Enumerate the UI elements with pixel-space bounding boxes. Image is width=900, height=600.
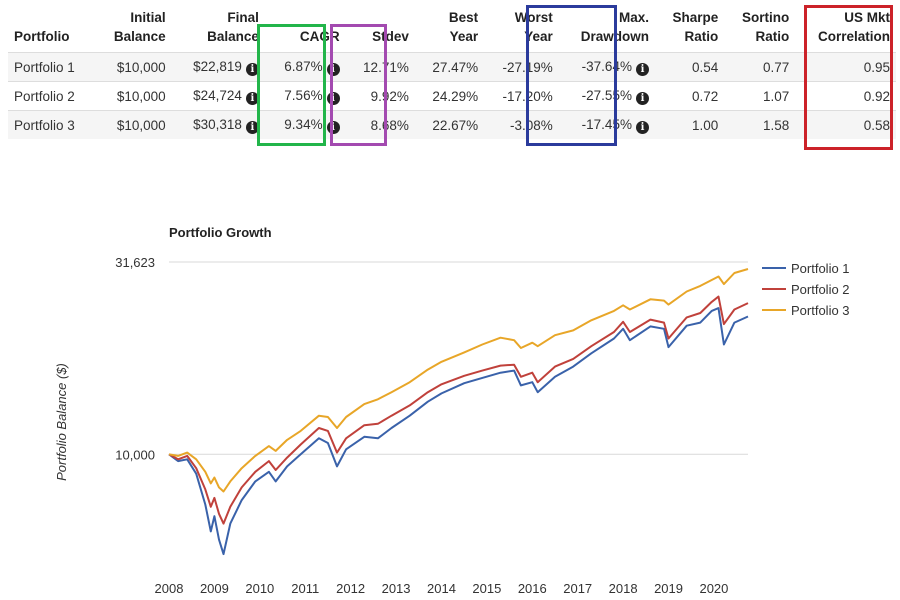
cell-final-balance: $30,318 i <box>171 110 265 139</box>
y-axis-label: Portfolio Balance ($) <box>54 363 69 481</box>
table-row: Portfolio 3 $10,000 $30,318 i 9.34% i 8.68… <box>8 110 896 139</box>
cell-portfolio: Portfolio 2 <box>8 81 96 111</box>
x-tick-label: 2012 <box>336 581 365 596</box>
header-cagr[interactable]: CAGR <box>299 29 340 44</box>
x-tick-label: 2009 <box>200 581 229 596</box>
series-line-portfolio-2 <box>168 295 749 525</box>
header-worst-year[interactable]: Worst Year <box>514 10 553 44</box>
info-icon[interactable]: i <box>245 91 259 105</box>
header-portfolio[interactable]: Portfolio <box>14 29 70 44</box>
cell-cagr: 7.56% i <box>264 81 346 111</box>
info-icon[interactable]: i <box>635 91 649 105</box>
cell-sharpe-ratio: 1.00 <box>654 110 725 139</box>
x-tick-label: 2020 <box>699 581 728 596</box>
cell-max-drawdown: -17.45% i <box>558 110 655 139</box>
cell-us-mkt-correlation: 0.92 <box>795 81 896 111</box>
info-icon[interactable]: i <box>326 91 340 105</box>
cell-cagr: 9.34% i <box>264 110 346 139</box>
cell-sortino-ratio: 1.58 <box>724 110 796 139</box>
cell-sortino-ratio: 0.77 <box>724 52 796 82</box>
x-tick-label: 2015 <box>472 581 501 596</box>
info-icon[interactable]: i <box>245 62 259 76</box>
cell-cagr: 6.87% i <box>264 52 346 82</box>
cell-initial-balance: $10,000 <box>95 52 172 82</box>
x-tick-label: 2008 <box>155 581 184 596</box>
portfolio-stats-table: Portfolio Initial Balance Final Balance CA… <box>8 4 896 139</box>
header-sharpe-ratio[interactable]: Sharpe Ratio <box>672 10 719 44</box>
y-tick-label: 31,623 <box>115 255 155 270</box>
x-tick-label: 2011 <box>291 581 319 596</box>
cell-best-year: 27.47% <box>414 52 485 82</box>
x-tick-label: 2013 <box>382 581 411 596</box>
cell-max-drawdown: -27.55% i <box>558 81 655 111</box>
cell-sortino-ratio: 1.07 <box>724 81 796 111</box>
cell-best-year: 22.67% <box>414 110 485 139</box>
series-lines <box>168 268 749 556</box>
cell-portfolio: Portfolio 1 <box>8 52 96 82</box>
cell-stdev: 9.92% <box>345 81 415 111</box>
x-tick-label: 2017 <box>563 581 592 596</box>
chart-legend: Portfolio 1 Portfolio 2 Portfolio 3 <box>762 261 850 318</box>
cell-us-mkt-correlation: 0.95 <box>795 52 896 82</box>
series-line-portfolio-3 <box>168 268 749 493</box>
header-stdev[interactable]: Stdev <box>372 29 409 44</box>
x-axis-ticks: 2008 2009 2010 2011 2012 2013 2014 2015 2016 2017… <box>155 581 729 596</box>
info-icon[interactable]: i <box>245 120 259 134</box>
cell-initial-balance: $10,000 <box>95 110 172 139</box>
chart-grid <box>169 261 748 455</box>
legend-label-portfolio-3[interactable]: Portfolio 3 <box>791 303 850 318</box>
x-tick-label: 2016 <box>518 581 547 596</box>
cell-stdev: 12.71% <box>345 52 415 82</box>
cell-final-balance: $24,724 i <box>171 81 265 111</box>
cell-sharpe-ratio: 0.54 <box>654 52 725 82</box>
header-initial-balance[interactable]: Initial Balance <box>113 10 166 44</box>
cell-max-drawdown: -37.64% i <box>558 52 655 82</box>
cell-final-balance: $22,819 i <box>171 52 265 82</box>
header-max-drawdown[interactable]: Max. Drawdown <box>580 10 649 44</box>
x-tick-label: 2019 <box>654 581 683 596</box>
cell-us-mkt-correlation: 0.58 <box>795 110 896 139</box>
cell-sharpe-ratio: 0.72 <box>654 81 725 111</box>
x-tick-label: 2014 <box>427 581 456 596</box>
info-icon[interactable]: i <box>635 62 649 76</box>
cell-best-year: 24.29% <box>414 81 485 111</box>
cell-portfolio: Portfolio 3 <box>8 110 96 139</box>
info-icon[interactable]: i <box>326 62 340 76</box>
header-best-year[interactable]: Best Year <box>448 10 479 44</box>
x-tick-label: 2010 <box>245 581 274 596</box>
cell-stdev: 8.68% <box>345 110 415 139</box>
info-icon[interactable]: i <box>635 120 649 134</box>
info-icon[interactable]: i <box>326 120 340 134</box>
x-tick-label: 2018 <box>609 581 638 596</box>
header-us-mkt-correlation[interactable]: US Mkt Correlation <box>817 10 890 44</box>
series-line-portfolio-1 <box>168 307 749 556</box>
y-axis-ticks: 10,000 31,623 <box>115 255 155 462</box>
legend-label-portfolio-2[interactable]: Portfolio 2 <box>791 282 850 297</box>
cell-worst-year: -3.08% <box>484 110 559 139</box>
cell-worst-year: -17.20% <box>484 81 559 111</box>
chart-title: Portfolio Growth <box>169 225 272 240</box>
table-row: Portfolio 1 $10,000 $22,819 i 6.87% i 12.7… <box>8 52 896 82</box>
cell-worst-year: -27.19% <box>484 52 559 82</box>
header-sortino-ratio[interactable]: Sortino Ratio <box>741 10 790 44</box>
y-tick-label: 10,000 <box>115 447 155 462</box>
cell-initial-balance: $10,000 <box>95 81 172 111</box>
table-header-row: Portfolio Initial Balance Final Balance CA… <box>8 4 896 53</box>
table-row: Portfolio 2 $10,000 $24,724 i 7.56% i 9.92… <box>8 81 896 111</box>
header-final-balance[interactable]: Final Balance <box>207 10 259 44</box>
legend-label-portfolio-1[interactable]: Portfolio 1 <box>791 261 850 276</box>
